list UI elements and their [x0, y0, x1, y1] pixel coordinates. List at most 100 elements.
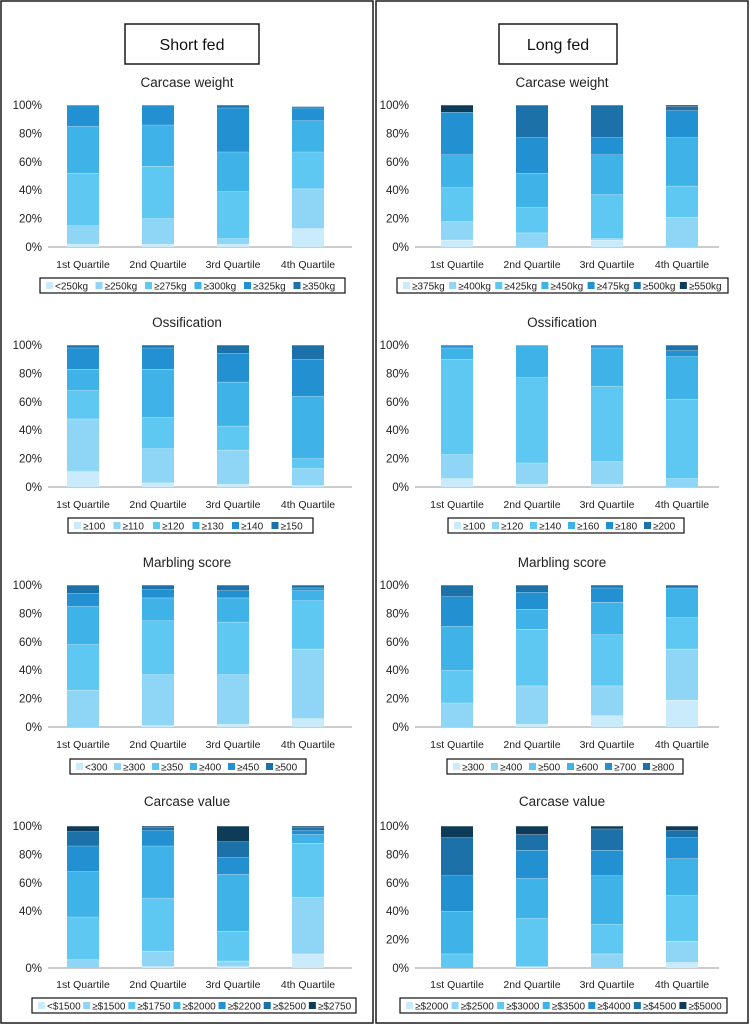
legend-label: ≥500: [538, 763, 561, 774]
bar-segment: [142, 244, 174, 247]
legend-label: ≥140: [241, 522, 264, 533]
legend-label: ≥$2750: [318, 1002, 352, 1013]
y-tick-label: 60%: [19, 397, 42, 409]
bar-segment: [666, 587, 698, 618]
legend-label: ≥275kg: [154, 282, 187, 293]
legend-label: ≥$3000: [506, 1002, 540, 1013]
legend-swatch: [308, 1002, 316, 1009]
bar-segment: [142, 725, 174, 727]
legend-label: ≥100: [463, 522, 486, 533]
bar-segment: [67, 471, 99, 487]
bar-segment: [666, 895, 698, 942]
chart-0-1: Ossification 0% 20% 40% 60% 80% 100% 1st Quarti…: [13, 315, 352, 534]
bar-segment: [591, 826, 623, 829]
legend-box: [396, 277, 729, 294]
y-tick-label: 0%: [392, 482, 409, 494]
bar-segment: [441, 837, 473, 876]
bar-segment: [67, 225, 99, 245]
bar-segment: [292, 107, 324, 121]
bar-segment: [591, 154, 623, 195]
category-label: 2nd Quartile: [129, 739, 186, 751]
y-tick-label: 40%: [19, 906, 42, 918]
chart-title: Carcase weight: [140, 75, 233, 90]
bar-segment: [516, 966, 548, 968]
legend-swatch: [266, 763, 273, 770]
bar-segment: [591, 386, 623, 462]
short-fed-title: Short fed: [160, 37, 225, 54]
legend-swatch: [568, 522, 575, 529]
long-fed-title: Long fed: [527, 37, 589, 54]
bar-segment: [217, 107, 249, 152]
bar-segment: [217, 585, 249, 591]
y-tick-label: 0%: [25, 242, 42, 254]
y-tick-label: 0%: [25, 482, 42, 494]
category-label: 2nd Quartile: [503, 259, 560, 271]
legend-label: ≥450kg: [550, 282, 583, 293]
y-tick-label: 40%: [19, 425, 42, 437]
bar-segment: [217, 191, 249, 239]
bar-segment: [516, 724, 548, 727]
legend-label: ≥450: [237, 763, 260, 774]
bar-segment: [67, 126, 99, 174]
bar-segment: [591, 239, 623, 247]
y-tick-label: 40%: [386, 425, 409, 437]
y-tick-label: 40%: [386, 906, 409, 918]
bar-segment: [217, 621, 249, 675]
legend-label: ≥700: [614, 763, 637, 774]
chart-title: Marbling score: [518, 555, 607, 570]
legend-box: [399, 997, 728, 1014]
y-tick-label: 40%: [386, 185, 409, 197]
bar-segment: [217, 960, 249, 967]
legend-box: [67, 517, 314, 534]
legend-swatch: [74, 522, 81, 529]
legend-label: ≥250kg: [105, 282, 138, 293]
legend-swatch: [263, 1002, 271, 1009]
category-label: 3rd Quartile: [206, 739, 261, 751]
bar-segment: [217, 105, 249, 108]
bar-segment: [666, 858, 698, 896]
bar-segment: [67, 606, 99, 645]
category-label: 1st Quartile: [56, 259, 110, 271]
legend-swatch: [228, 763, 235, 770]
category-label: 4th Quartile: [655, 259, 709, 271]
bar-segment: [142, 124, 174, 167]
bar-segment: [142, 826, 174, 828]
legend-label: ≥$2500: [273, 1002, 307, 1013]
legend-swatch: [46, 282, 53, 289]
bar-segment: [441, 478, 473, 487]
y-tick-label: 0%: [392, 722, 409, 734]
y-tick-label: 20%: [19, 214, 42, 226]
y-tick-label: 100%: [13, 100, 42, 112]
bar-segment: [516, 850, 548, 879]
legend-swatch: [271, 522, 279, 529]
bar-segment: [441, 239, 473, 247]
bar-segment: [292, 396, 324, 459]
bar-segment: [516, 105, 548, 138]
bar-segment: [591, 715, 623, 727]
chart-1-1: Ossification 0% 20% 40% 60% 80% 100% 1st Quarti…: [380, 315, 719, 534]
legend: ≥300 ≥400 ≥500 ≥600 ≥700 ≥800: [446, 758, 684, 775]
category-label: 4th Quartile: [281, 499, 335, 511]
bar-segment: [292, 485, 324, 487]
bar-segment: [292, 359, 324, 397]
bar-segment: [292, 648, 324, 719]
y-tick-label: 40%: [386, 665, 409, 677]
legend-swatch: [495, 282, 503, 289]
legend-swatch: [679, 1002, 687, 1009]
legend-label: ≥180: [615, 522, 638, 533]
category-label: 1st Quartile: [56, 499, 110, 511]
category-label: 1st Quartile: [430, 259, 484, 271]
bar-segment: [292, 585, 324, 588]
legend-label: ≥130: [202, 522, 225, 533]
bar-segment: [142, 482, 174, 487]
chart-title: Marbling score: [143, 555, 232, 570]
bar-segment: [516, 826, 548, 835]
bar-segment: [142, 417, 174, 449]
legend-swatch: [633, 282, 641, 289]
bar-segment: [292, 590, 324, 601]
chart-title: Carcase value: [519, 794, 605, 809]
legend-label: ≥$3500: [552, 1002, 586, 1013]
legend-swatch: [497, 1002, 505, 1009]
y-tick-label: 20%: [386, 454, 409, 466]
legend-label: ≥500kg: [643, 282, 676, 293]
